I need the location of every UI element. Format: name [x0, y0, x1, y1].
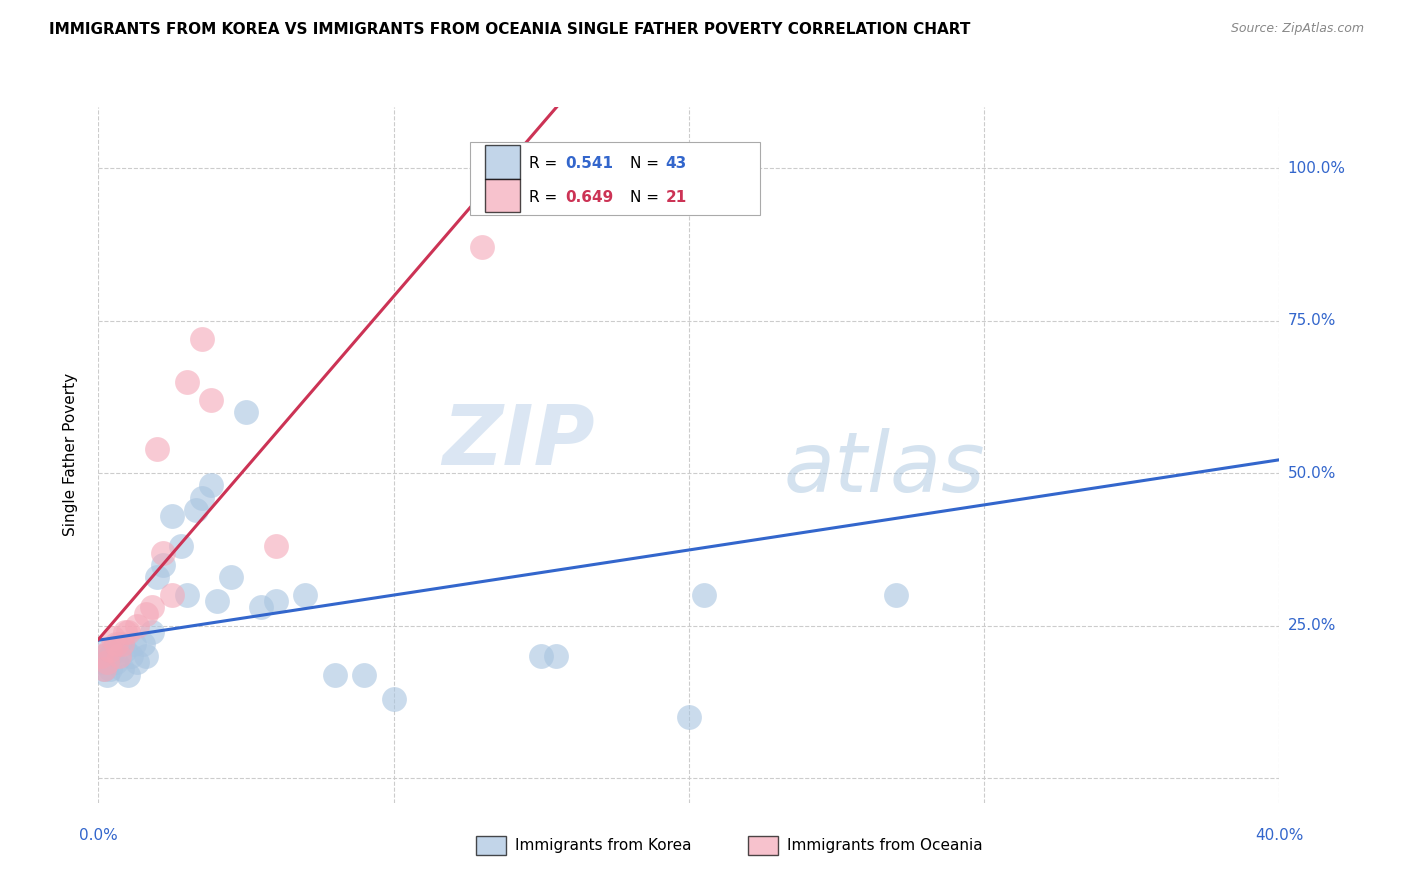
Point: [162, 508, 183, 523]
Text: 0.541: 0.541: [565, 156, 613, 171]
Point: [176, 375, 198, 389]
FancyBboxPatch shape: [748, 836, 778, 855]
Text: atlas: atlas: [783, 428, 986, 509]
Point: [105, 656, 128, 670]
Point: [135, 607, 157, 621]
Point: [98, 649, 121, 664]
Point: [111, 661, 134, 675]
Point: [264, 594, 287, 608]
Point: [125, 619, 148, 633]
Text: 25.0%: 25.0%: [1288, 618, 1336, 633]
Point: [98, 661, 121, 675]
Point: [103, 643, 125, 657]
Point: [96, 656, 118, 670]
Text: Source: ZipAtlas.com: Source: ZipAtlas.com: [1230, 22, 1364, 36]
Point: [184, 503, 207, 517]
FancyBboxPatch shape: [485, 178, 520, 212]
Point: [146, 570, 169, 584]
Text: R =: R =: [530, 190, 562, 205]
Point: [135, 649, 157, 664]
Point: [96, 667, 118, 681]
Text: 75.0%: 75.0%: [1288, 313, 1336, 328]
Point: [200, 392, 222, 407]
Point: [141, 624, 163, 639]
Text: 40.0%: 40.0%: [1256, 828, 1303, 843]
Point: [294, 588, 316, 602]
Point: [200, 478, 222, 492]
Text: ZIP: ZIP: [441, 401, 595, 482]
Point: [90, 643, 112, 657]
Text: 0.0%: 0.0%: [79, 828, 118, 843]
FancyBboxPatch shape: [485, 145, 520, 178]
Text: 100.0%: 100.0%: [1288, 161, 1346, 176]
Point: [93, 649, 115, 664]
Point: [108, 637, 131, 651]
Point: [103, 631, 125, 645]
Point: [471, 240, 494, 254]
Point: [162, 588, 183, 602]
Point: [235, 405, 257, 419]
Point: [152, 558, 174, 572]
Point: [96, 656, 118, 670]
Text: N =: N =: [630, 156, 664, 171]
Point: [546, 649, 568, 664]
Point: [141, 600, 163, 615]
Point: [264, 540, 287, 554]
Point: [176, 588, 198, 602]
Text: 43: 43: [665, 156, 686, 171]
Text: Immigrants from Oceania: Immigrants from Oceania: [787, 838, 983, 853]
Point: [191, 491, 214, 505]
Point: [105, 637, 128, 651]
Point: [152, 545, 174, 559]
Point: [146, 442, 169, 456]
Point: [120, 649, 142, 664]
Point: [250, 600, 273, 615]
FancyBboxPatch shape: [471, 142, 759, 215]
Point: [678, 710, 700, 724]
Text: Immigrants from Korea: Immigrants from Korea: [516, 838, 692, 853]
Point: [382, 692, 405, 706]
Point: [191, 332, 214, 346]
Point: [122, 637, 145, 651]
Point: [170, 540, 193, 554]
Point: [98, 643, 121, 657]
Text: N =: N =: [630, 190, 664, 205]
Point: [108, 649, 131, 664]
FancyBboxPatch shape: [477, 836, 506, 855]
Point: [132, 637, 155, 651]
Point: [111, 637, 134, 651]
Point: [530, 649, 553, 664]
Point: [90, 656, 112, 670]
Text: 0.649: 0.649: [565, 190, 613, 205]
Point: [117, 667, 139, 681]
Point: [114, 624, 136, 639]
Text: IMMIGRANTS FROM KOREA VS IMMIGRANTS FROM OCEANIA SINGLE FATHER POVERTY CORRELATI: IMMIGRANTS FROM KOREA VS IMMIGRANTS FROM…: [49, 22, 970, 37]
Point: [884, 588, 907, 602]
Y-axis label: Single Father Poverty: Single Father Poverty: [63, 374, 77, 536]
Point: [93, 661, 115, 675]
Point: [114, 643, 136, 657]
Point: [90, 649, 112, 664]
Point: [205, 594, 228, 608]
Text: 21: 21: [665, 190, 686, 205]
Text: 50.0%: 50.0%: [1288, 466, 1336, 481]
Point: [221, 570, 243, 584]
Text: R =: R =: [530, 156, 562, 171]
Point: [93, 661, 115, 675]
Point: [323, 667, 346, 681]
Point: [117, 624, 139, 639]
Point: [125, 656, 148, 670]
Point: [693, 588, 716, 602]
Point: [353, 667, 375, 681]
